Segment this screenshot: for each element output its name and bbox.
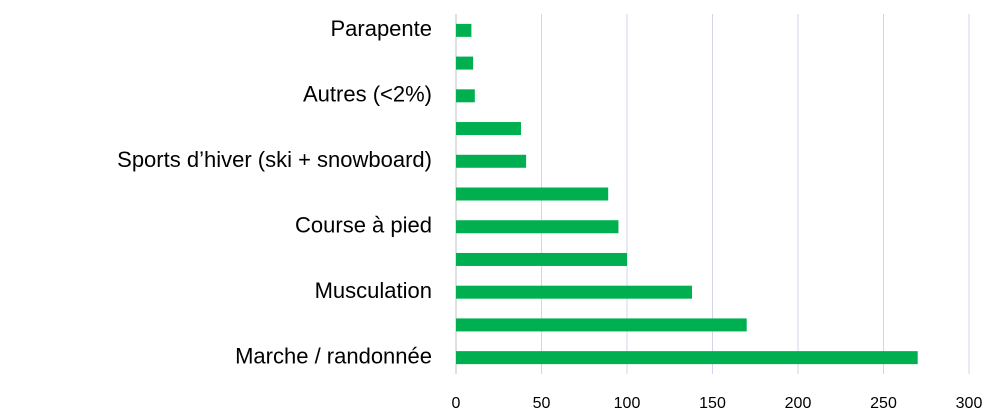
x-tick-label: 50 xyxy=(533,395,551,412)
y-tick-label: Sports d’hiver (ski + snowboard) xyxy=(117,147,432,172)
bar xyxy=(456,56,474,70)
y-tick-label: Marche / randonnée xyxy=(235,343,432,368)
bar xyxy=(456,351,918,365)
bar xyxy=(456,122,521,136)
y-tick-label: Parapente xyxy=(330,16,432,41)
y-tick-label: Course à pied xyxy=(295,213,432,238)
x-tick-label: 300 xyxy=(956,395,983,412)
x-tick-label: 250 xyxy=(870,395,897,412)
bar xyxy=(456,187,609,201)
x-tick-label: 0 xyxy=(452,395,461,412)
bar xyxy=(456,154,527,168)
x-tick-label: 150 xyxy=(699,395,726,412)
bar xyxy=(456,23,472,37)
bar xyxy=(456,318,747,332)
bar xyxy=(456,220,619,234)
x-tick-label: 200 xyxy=(785,395,812,412)
y-tick-label: Musculation xyxy=(315,278,432,303)
x-tick-label: 100 xyxy=(614,395,641,412)
bar xyxy=(456,89,475,103)
y-tick-label: Autres (<2%) xyxy=(303,82,432,107)
bar xyxy=(456,285,692,299)
bar xyxy=(456,252,627,266)
